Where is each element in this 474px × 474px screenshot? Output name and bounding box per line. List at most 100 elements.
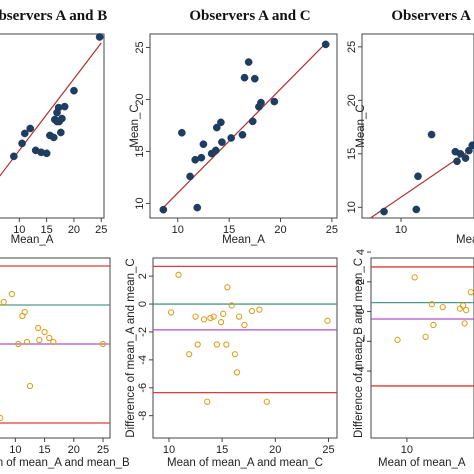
data-point — [0, 298, 7, 306]
y-axis-label: Difference of mean_A and mean_C — [125, 258, 137, 437]
data-point — [70, 86, 78, 95]
x-tick-label: 10 — [13, 224, 25, 236]
y-tick-label: 20 — [134, 93, 146, 105]
y-axis-label: Mean_C — [355, 104, 367, 147]
data-point — [248, 307, 256, 315]
data-point — [250, 74, 259, 83]
data-point — [217, 118, 225, 127]
x-tick-label: 10 — [401, 444, 413, 456]
y-tick-label: 25 — [346, 41, 358, 53]
x-tick-label: 10 — [395, 224, 407, 236]
data-point — [263, 398, 270, 405]
data-point — [217, 319, 225, 326]
data-point — [220, 310, 227, 317]
x-axis-label: Mean_A — [456, 234, 474, 246]
data-point — [256, 306, 263, 313]
data-point — [34, 324, 42, 332]
data-point — [439, 303, 446, 311]
panel-scatter-AD: 10 10 15 20 25 Mean_A Mean_C — [346, 33, 474, 246]
x-tick-label: 25 — [326, 224, 338, 236]
data-point — [192, 313, 199, 320]
data-point — [238, 130, 247, 139]
x-tick-label: 10 — [9, 444, 21, 456]
y-tick-label: 4 — [355, 249, 367, 255]
data-point — [224, 284, 231, 291]
x-axis-label: Mean of mean_A — [378, 457, 466, 469]
y-tick-label: -6 — [137, 383, 149, 393]
data-point — [459, 302, 467, 309]
data-point — [461, 320, 468, 327]
x-tick-label: 20 — [269, 444, 281, 456]
y-tick-label: 10 — [346, 201, 358, 213]
data-point — [453, 157, 461, 166]
data-point — [41, 328, 48, 336]
data-point — [244, 58, 253, 66]
x-tick-label: 15 — [38, 444, 50, 456]
x-tick-label: 15 — [41, 224, 53, 236]
data-point — [186, 172, 194, 181]
y-tick-label: 15 — [346, 148, 358, 160]
plot-frame — [0, 33, 105, 219]
panel-diff-AD: 10 -4 -2 0 2 4 Mean of mean_A Difference of mea… — [353, 249, 474, 469]
data-point — [218, 138, 226, 146]
x-tick-label: 25 — [97, 444, 109, 456]
data-point — [321, 40, 330, 49]
data-point — [20, 129, 29, 138]
data-point — [412, 205, 421, 214]
data-point — [257, 98, 265, 107]
data-point — [380, 207, 388, 216]
data-point — [58, 114, 66, 123]
y-tick-label: -8 — [137, 411, 149, 421]
data-point — [233, 369, 241, 376]
x-tick-label: 25 — [322, 444, 334, 456]
x-tick-label: 20 — [68, 444, 80, 456]
y-tick-label: 10 — [134, 197, 146, 209]
data-point — [212, 123, 221, 132]
data-point — [463, 306, 470, 314]
data-point — [167, 309, 175, 316]
y-tick-label: 0 — [137, 301, 149, 307]
data-point — [200, 316, 208, 323]
data-point — [18, 139, 26, 148]
data-point — [228, 302, 235, 309]
data-point — [394, 336, 401, 343]
panel-scatter-AC: 10 15 20 25 10 15 20 25 Mean_A Mean_C — [129, 33, 338, 246]
y-axis-label: Difference of mean_B and mean_C — [353, 258, 365, 438]
data-point — [159, 205, 168, 214]
title-ad: Observers A and D — [391, 8, 474, 24]
title-ab: Observers A and B — [0, 8, 107, 24]
data-point — [99, 340, 107, 348]
data-point — [248, 117, 257, 126]
data-point — [95, 33, 104, 41]
data-point — [197, 153, 206, 162]
y-tick-label: 25 — [134, 41, 146, 53]
x-tick-label: 20 — [274, 224, 286, 236]
data-point — [175, 271, 182, 278]
data-point — [270, 97, 279, 106]
y-tick-label: -2 — [137, 327, 149, 337]
data-point — [10, 152, 18, 161]
data-point — [227, 134, 236, 142]
data-point — [26, 382, 34, 390]
data-point — [207, 314, 214, 322]
data-point — [15, 340, 22, 348]
data-point — [213, 341, 220, 348]
x-tick-label: 15 — [216, 444, 228, 456]
data-point — [56, 128, 65, 137]
y-tick-label: 2 — [355, 279, 367, 285]
data-point — [422, 333, 429, 340]
data-point — [241, 321, 248, 329]
data-point — [411, 274, 418, 281]
data-point — [430, 321, 437, 329]
data-point — [461, 154, 470, 162]
data-point — [49, 133, 58, 142]
data-point — [186, 351, 193, 358]
y-axis-label: Mean_C — [129, 104, 141, 147]
x-tick-label: 10 — [163, 444, 175, 456]
data-point — [0, 414, 4, 422]
data-point — [21, 308, 28, 316]
data-point — [23, 338, 31, 346]
